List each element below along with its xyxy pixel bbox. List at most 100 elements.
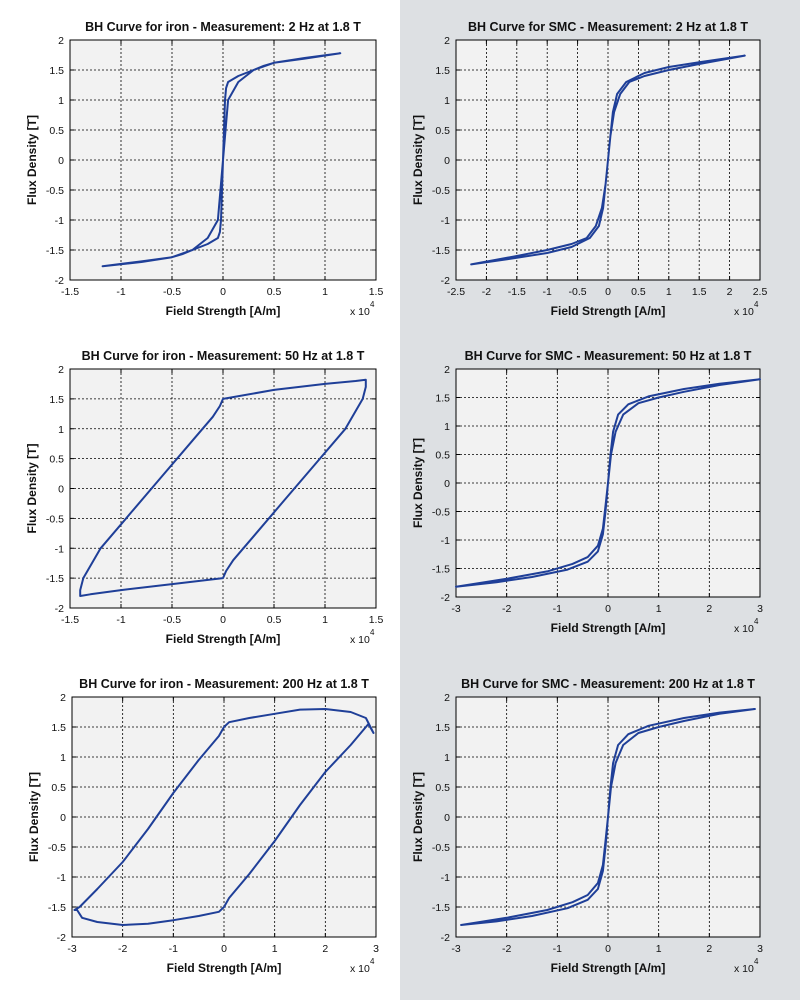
y-tick-label: 1 [60,752,66,764]
y-axis-label: Flux Density [T] [411,772,425,862]
y-tick-label: 0 [58,484,64,496]
x-axis-label: Field Strength [A/m] [551,621,666,635]
y-tick-label: -0.5 [46,185,64,197]
y-tick-label: -1 [441,215,450,227]
y-tick-label: 1 [444,95,450,107]
y-tick-label: -2 [55,603,64,615]
y-tick-label: -0.5 [432,185,450,197]
x-axis-multiplier: x 10 [350,306,370,318]
x-tick-label: 0 [220,614,226,626]
y-tick-label: 2 [444,692,450,704]
x-tick-label: -3 [67,943,76,955]
y-tick-label: 0.5 [435,125,450,137]
y-tick-label: -2 [441,592,450,604]
x-tick-label: -1 [116,614,125,626]
x-tick-label: 0 [221,943,227,955]
y-tick-label: 0.5 [49,125,64,137]
x-tick-label: -1 [543,286,552,298]
y-tick-label: 1.5 [435,393,450,405]
y-tick-label: 0 [58,155,64,167]
chart-iron-50hz: -1.5 -1 -0.5 0 0.5 1 1.5-2-1.5-1-0.500.511.52B… [25,349,383,646]
chart-iron-2hz: -1.5 -1 -0.5 0 0.5 1 1.5-2-1.5-1-0.500.511.52B… [25,20,383,318]
y-axis-label: Flux Density [T] [411,438,425,528]
x-tick-label: 2 [322,943,328,955]
x-tick-label: 0.5 [631,286,646,298]
x-tick-label: -1 [169,943,178,955]
x-tick-label: -0.5 [569,286,587,298]
y-tick-label: -1.5 [432,564,450,576]
y-tick-label: 1 [58,424,64,436]
x-axis-multiplier-exponent: 4 [370,300,375,309]
bh-loop-line [470,54,746,266]
bh-loop-line [79,378,367,597]
x-tick-label: 3 [757,603,763,615]
x-tick-label: 0 [605,286,611,298]
x-axis-multiplier: x 10 [734,963,754,975]
x-tick-label: 0.5 [267,286,282,298]
y-tick-label: 0.5 [49,454,64,466]
x-tick-label: -0.5 [163,614,181,626]
x-tick-label: 1 [656,603,662,615]
x-axis-label: Field Strength [A/m] [551,961,666,975]
x-tick-label: 1.5 [369,614,384,626]
y-tick-label: 1.5 [49,65,64,77]
y-tick-label: 1 [58,95,64,107]
x-tick-label: 1 [322,614,328,626]
x-tick-label: -2 [482,286,491,298]
bh-loop-line [73,708,375,926]
bh-loop-line [455,378,761,588]
x-axis-label: Field Strength [A/m] [551,304,666,318]
y-tick-label: 0 [444,478,450,490]
y-tick-label: -1.5 [432,902,450,914]
y-tick-label: 1 [444,752,450,764]
chart-title: BH Curve for SMC - Measurement: 2 Hz at … [468,20,748,34]
x-tick-label: -1.5 [508,286,526,298]
y-tick-label: 0 [444,155,450,167]
x-tick-label: -2 [502,603,511,615]
x-tick-label: 2.5 [753,286,768,298]
y-tick-label: -2 [441,275,450,287]
x-tick-label: -2.5 [447,286,465,298]
x-tick-label: -2 [502,943,511,955]
x-axis-multiplier: x 10 [350,963,370,975]
chart-title: BH Curve for iron - Measurement: 2 Hz at… [85,20,361,34]
x-axis-multiplier-exponent: 4 [754,617,759,626]
y-tick-label: -0.5 [48,842,66,854]
y-tick-label: -1 [441,535,450,547]
y-tick-label: 1.5 [435,65,450,77]
y-tick-label: 0 [444,812,450,824]
y-tick-label: 1 [444,421,450,433]
y-tick-label: -1 [441,872,450,884]
chart-title: BH Curve for iron - Measurement: 50 Hz a… [82,349,365,363]
y-tick-label: 0.5 [435,450,450,462]
bh-loop-line [101,52,342,268]
bh-loop-line [460,708,756,926]
x-tick-label: 1.5 [369,286,384,298]
y-tick-label: -0.5 [46,513,64,525]
chart-title: BH Curve for iron - Measurement: 200 Hz … [79,677,369,691]
y-tick-label: -2 [57,932,66,944]
x-axis-multiplier-exponent: 4 [754,957,759,966]
x-axis-label: Field Strength [A/m] [167,961,282,975]
x-tick-label: -0.5 [163,286,181,298]
y-tick-label: 2 [58,364,64,376]
x-tick-label: 2 [706,943,712,955]
y-tick-label: 1.5 [51,722,66,734]
y-tick-label: -0.5 [432,507,450,519]
x-axis-multiplier-exponent: 4 [370,957,375,966]
x-tick-label: 2 [727,286,733,298]
x-tick-label: 0 [605,603,611,615]
y-tick-label: 1.5 [435,722,450,734]
y-axis-label: Flux Density [T] [25,443,39,533]
x-tick-label: 0.5 [267,614,282,626]
x-tick-label: -2 [118,943,127,955]
x-tick-label: 2 [706,603,712,615]
y-tick-label: -1 [57,872,66,884]
x-axis-multiplier-exponent: 4 [754,300,759,309]
y-tick-label: -1.5 [48,902,66,914]
x-axis-multiplier-exponent: 4 [370,628,375,637]
y-tick-label: 2 [444,364,450,376]
y-tick-label: -1 [55,543,64,555]
